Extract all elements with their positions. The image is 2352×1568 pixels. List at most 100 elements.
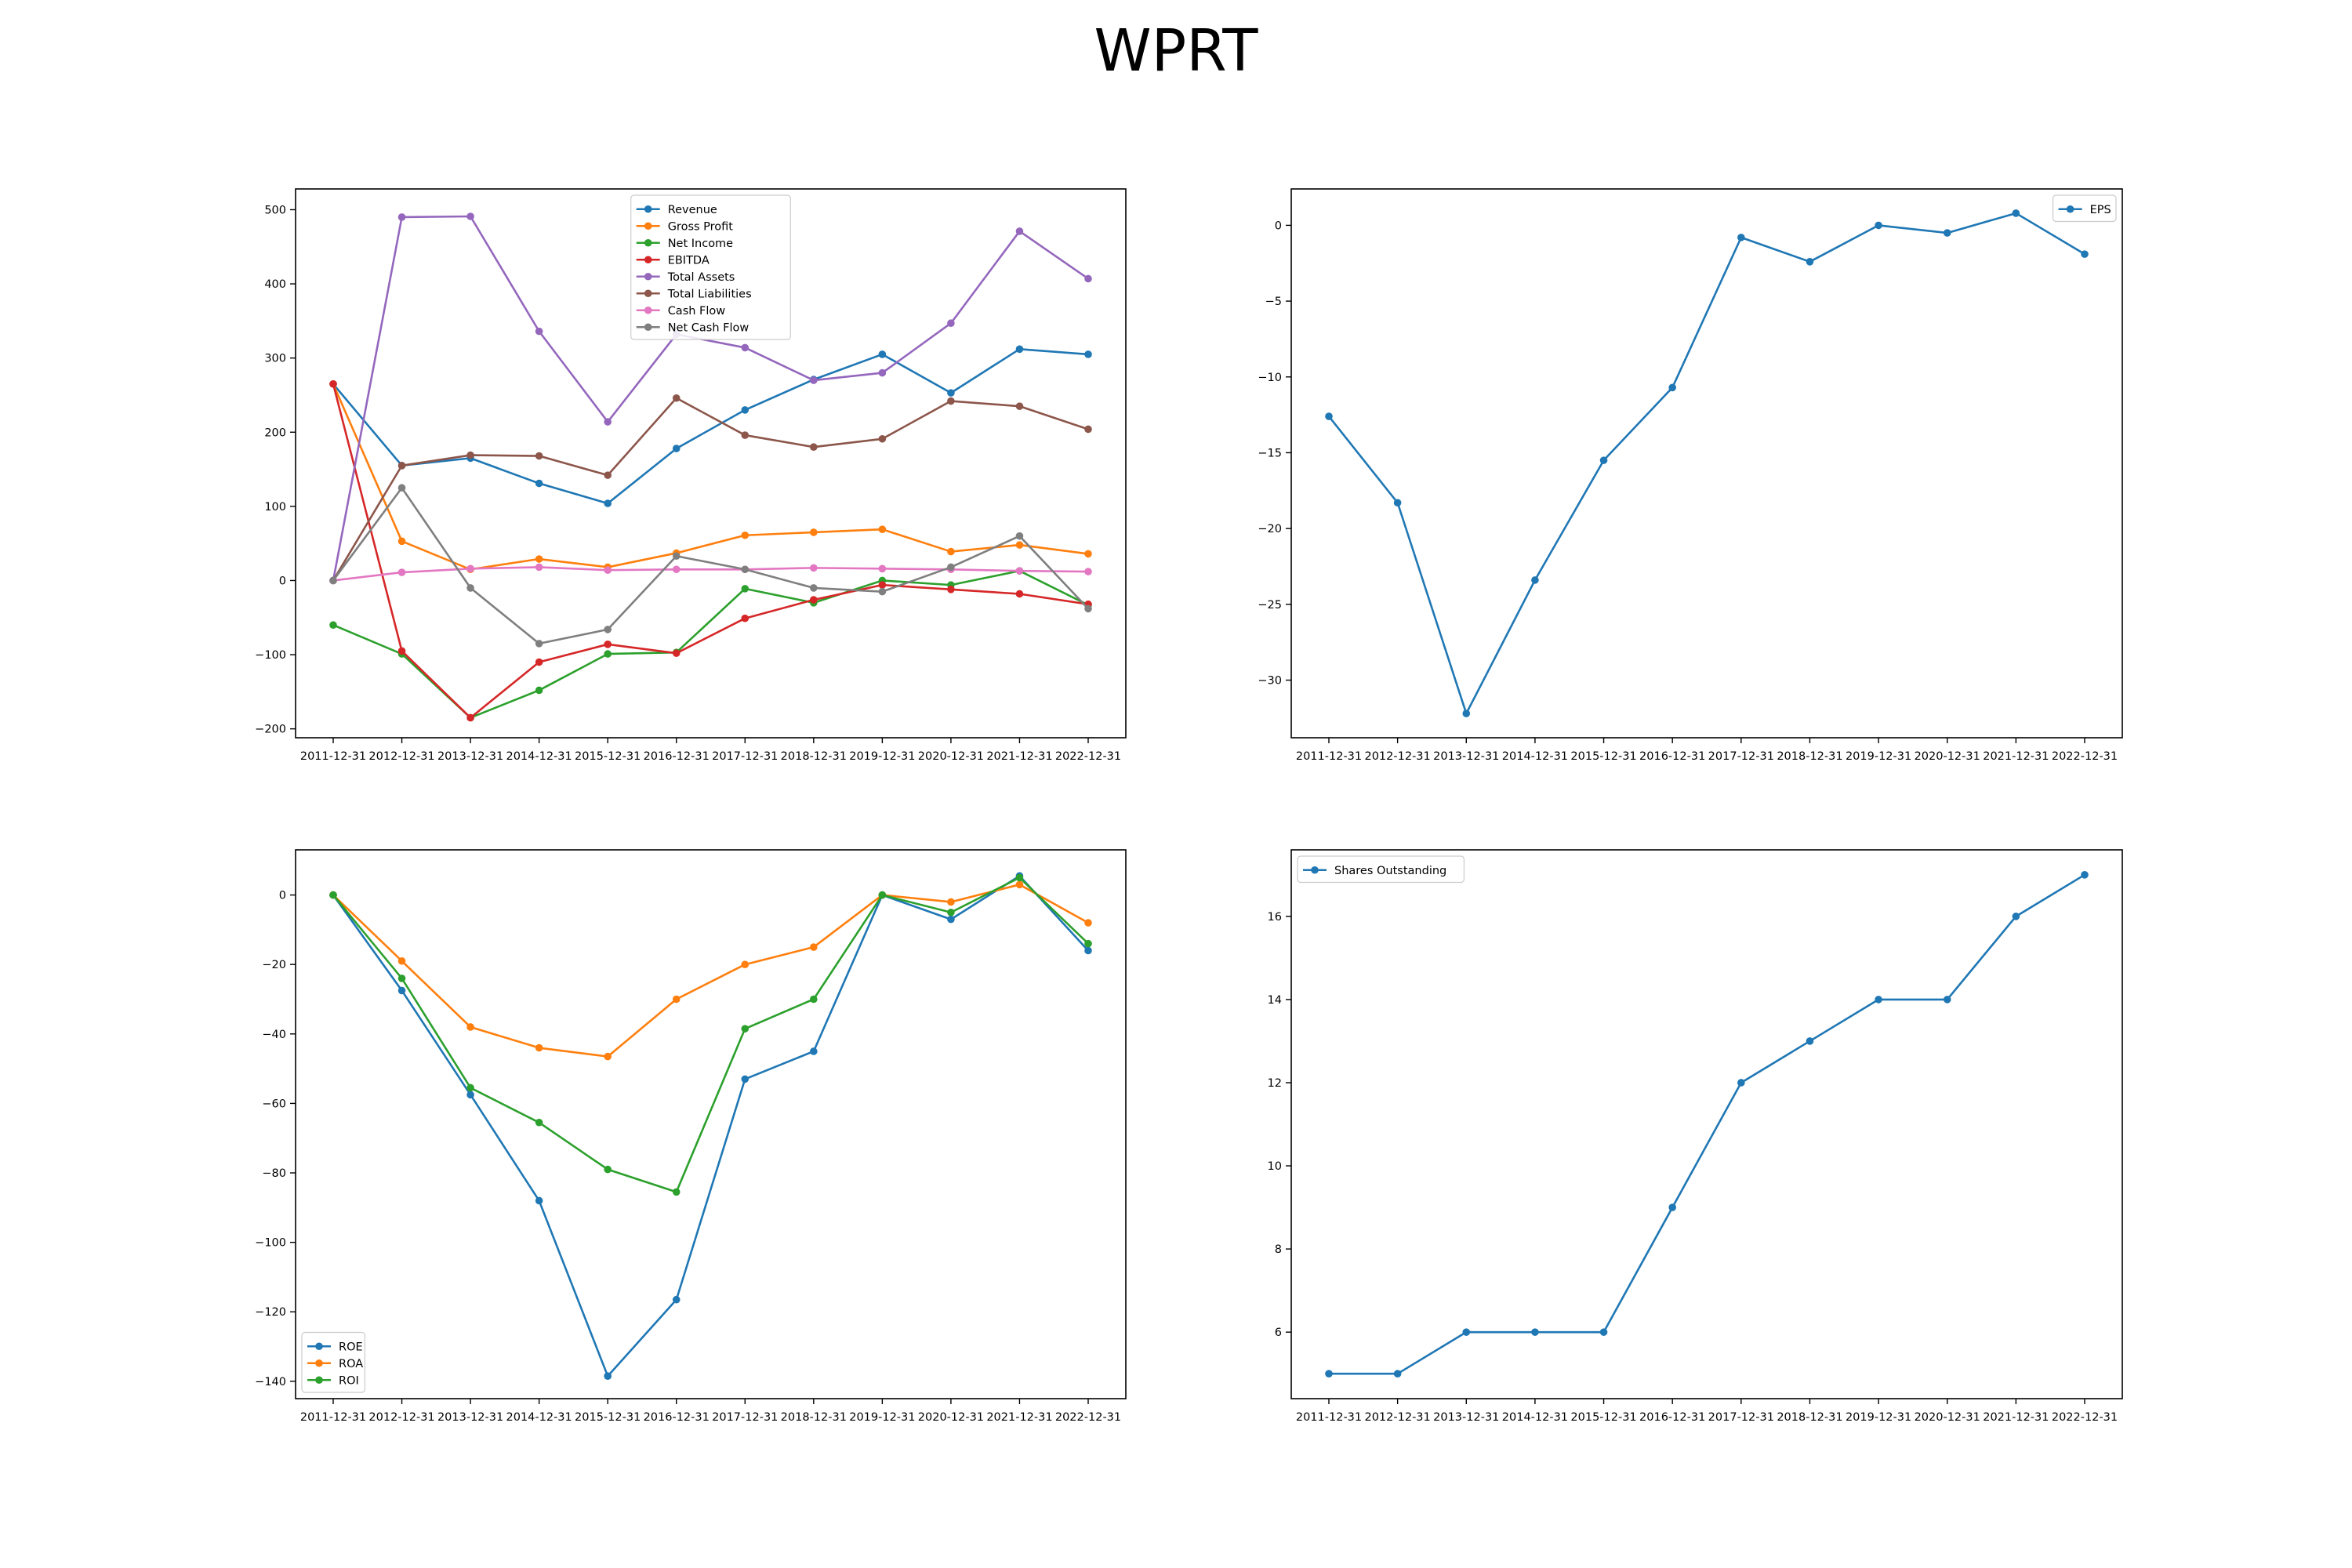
data-point-net-cash-flow <box>397 484 406 492</box>
x-tick-label: 2018-12-31 <box>1777 1411 1842 1424</box>
legend-label-eps: EPS <box>2090 204 2111 216</box>
legend-label-total-assets: Total Assets <box>667 271 735 284</box>
x-tick-label: 2017-12-31 <box>1708 750 1774 763</box>
data-point-shares-outstanding <box>1875 996 1882 1004</box>
data-point-shares-outstanding <box>1943 996 1951 1004</box>
data-point-total-liabilities <box>1015 402 1024 410</box>
data-point-roa <box>1015 880 1024 889</box>
x-tick-label: 2018-12-31 <box>781 750 847 763</box>
y-tick-label: −10 <box>1258 372 1282 384</box>
data-point-net-cash-flow <box>604 626 612 633</box>
legend: EPS <box>2053 194 2117 223</box>
y-tick-label: −80 <box>262 1167 286 1180</box>
x-tick-label: 2012-12-31 <box>1364 1411 1430 1424</box>
figure-title: WPRT <box>1094 17 1258 85</box>
plot-area <box>1290 849 2123 1399</box>
y-tick-label: 300 <box>264 353 286 365</box>
legend-marker-net-cash-flow <box>644 323 652 332</box>
data-point-roe <box>1084 946 1092 955</box>
y-tick-label: 12 <box>1268 1077 1282 1090</box>
data-point-total-assets <box>604 418 612 426</box>
legend: Shares Outstanding <box>1297 855 1465 884</box>
x-tick-label: 2013-12-31 <box>1433 750 1499 763</box>
y-tick-label: −120 <box>255 1306 286 1319</box>
y-tick-label: −60 <box>262 1098 286 1110</box>
series-line-shares-outstanding <box>1329 873 2085 1375</box>
data-point-roi <box>466 1083 474 1092</box>
data-point-net-cash-flow <box>810 584 818 592</box>
data-point-roe <box>947 915 955 924</box>
x-tick-label: 2015-12-31 <box>1570 1411 1636 1424</box>
data-point-eps <box>1599 456 1608 464</box>
data-point-roi <box>604 1165 612 1174</box>
data-point-net-cash-flow <box>741 565 750 574</box>
data-point-ebitda <box>672 649 681 657</box>
data-point-roi <box>672 1188 681 1196</box>
legend-marker-net-income <box>644 238 652 247</box>
data-point-shares-outstanding <box>2081 871 2089 879</box>
series-line-net-cash-flow <box>332 486 1089 645</box>
data-point-ebitda <box>878 581 887 589</box>
data-point-roi <box>1084 939 1092 948</box>
data-point-eps <box>1462 710 1471 717</box>
data-point-roa <box>535 1044 543 1052</box>
data-point-shares-outstanding <box>2012 913 2020 920</box>
x-tick-label: 2014-12-31 <box>506 750 572 763</box>
plot-area <box>295 188 1127 739</box>
x-tick-label: 2016-12-31 <box>1639 1411 1705 1424</box>
x-tick-label: 2013-12-31 <box>437 1411 503 1424</box>
data-point-roa <box>604 1052 612 1061</box>
data-point-ebitda <box>466 713 474 722</box>
x-tick-label: 2017-12-31 <box>712 750 778 763</box>
data-point-ebitda <box>535 658 543 666</box>
data-point-eps <box>1393 499 1402 507</box>
legend-marker-cash-flow <box>644 306 652 314</box>
data-point-cash-flow <box>810 564 818 572</box>
series-line-ebitda <box>332 383 1089 719</box>
series-line-roi <box>332 877 1089 1193</box>
y-tick-label: 0 <box>279 575 286 587</box>
data-point-roa <box>1084 919 1092 927</box>
legend-marker-total-liabilities <box>644 289 652 298</box>
y-tick-label: 400 <box>264 278 286 291</box>
data-point-total-liabilities <box>397 462 406 470</box>
x-tick-label: 2016-12-31 <box>1639 750 1705 763</box>
legend-marker-eps <box>2066 205 2074 213</box>
data-point-total-assets <box>1015 227 1024 235</box>
data-point-total-assets <box>741 343 750 352</box>
legend-box <box>2053 194 2117 223</box>
data-point-shares-outstanding <box>1737 1079 1745 1087</box>
data-point-shares-outstanding <box>1462 1328 1471 1336</box>
data-point-total-liabilities <box>604 471 612 479</box>
legend-box <box>1297 855 1465 884</box>
data-point-revenue <box>1084 350 1092 358</box>
legend-marker-revenue <box>644 205 652 213</box>
data-point-total-liabilities <box>947 397 955 405</box>
legend-label-revenue: Revenue <box>668 204 717 216</box>
data-point-roi <box>947 908 955 916</box>
data-point-roe <box>397 986 406 995</box>
data-point-roe <box>604 1372 612 1381</box>
x-tick-label: 2019-12-31 <box>1846 750 1911 763</box>
y-tick-label: −100 <box>255 649 286 662</box>
data-point-eps <box>2081 250 2089 258</box>
data-point-total-liabilities <box>741 431 750 439</box>
data-point-net-income <box>535 686 543 695</box>
series-line-gross-profit <box>332 383 1089 571</box>
data-point-ebitda <box>397 647 406 655</box>
data-point-gross-profit <box>878 525 887 533</box>
data-point-net-cash-flow <box>535 640 543 648</box>
y-tick-label: −20 <box>1258 523 1282 535</box>
data-point-roe <box>741 1075 750 1083</box>
data-point-shares-outstanding <box>1599 1328 1608 1336</box>
x-tick-label: 2011-12-31 <box>300 750 366 763</box>
x-tick-label: 2011-12-31 <box>1296 1411 1362 1424</box>
data-point-roi <box>878 891 887 899</box>
x-tick-label: 2020-12-31 <box>918 750 984 763</box>
data-point-shares-outstanding <box>1668 1203 1676 1211</box>
data-point-gross-profit <box>397 537 406 546</box>
x-tick-label: 2014-12-31 <box>506 1411 572 1424</box>
data-point-gross-profit <box>535 555 543 563</box>
data-point-revenue <box>741 406 750 414</box>
